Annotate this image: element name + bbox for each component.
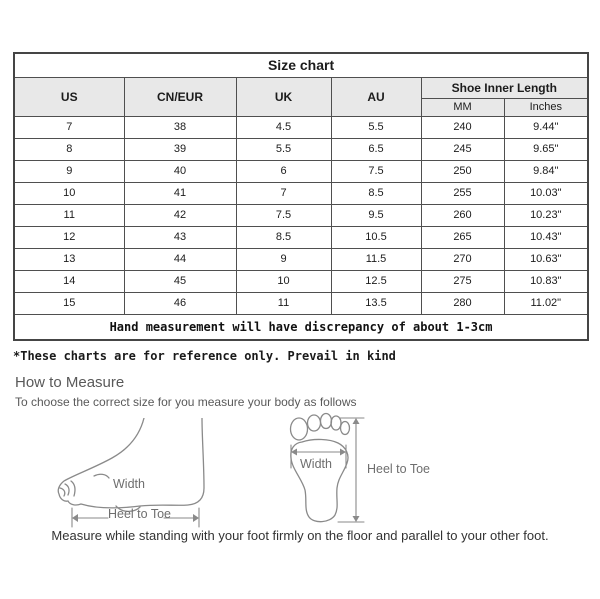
table-cell: 12.5 (330, 269, 422, 293)
table-cell: 13 (13, 247, 125, 271)
table-cell: 10 (235, 269, 332, 293)
footprint-diagram: Width Heel to Toe (282, 410, 457, 532)
table-cell: 9.65" (503, 137, 589, 161)
table-cell: 7 (13, 115, 125, 139)
table-cell: 15 (13, 291, 125, 315)
table-row: 12 43 8.5 10.5 265 10.43" (13, 225, 589, 249)
table-cell: 43 (123, 225, 237, 249)
table-cell: 265 (420, 225, 505, 249)
column-header-uk: UK (235, 76, 332, 117)
table-cell: 14 (13, 269, 125, 293)
table-cell: 5.5 (235, 137, 332, 161)
table-cell: 38 (123, 115, 237, 139)
column-header-us: US (13, 76, 125, 117)
table-cell: 7 (235, 181, 332, 205)
table-cell: 280 (420, 291, 505, 315)
column-header-shoe-inner-length: Shoe Inner Length (420, 76, 589, 99)
table-row: 9 40 6 7.5 250 9.84" (13, 159, 589, 183)
table-cell: 245 (420, 137, 505, 161)
table-cell: 10.43" (503, 225, 589, 249)
table-row: 15 46 11 13.5 280 11.02" (13, 291, 589, 315)
table-row: 14 45 10 12.5 275 10.83" (13, 269, 589, 293)
table-note-row: Hand measurement will have discrepancy o… (13, 313, 589, 341)
table-cell: 8 (13, 137, 125, 161)
column-header-inches: Inches (503, 97, 589, 117)
table-cell: 5.5 (330, 115, 422, 139)
table-cell: 10.5 (330, 225, 422, 249)
table-cell: 11 (235, 291, 332, 315)
table-cell: 6 (235, 159, 332, 183)
table-cell: 13.5 (330, 291, 422, 315)
measurement-note: Hand measurement will have discrepancy o… (13, 313, 589, 341)
size-chart-table: Size chart US CN/EUR UK AU Shoe Inner Le… (13, 52, 590, 341)
table-cell: 6.5 (330, 137, 422, 161)
footprint-heel-to-toe-label: Heel to Toe (367, 462, 431, 476)
table-cell: 4.5 (235, 115, 332, 139)
how-to-measure-subtext: To choose the correct size for you measu… (15, 395, 357, 409)
table-cell: 9.84" (503, 159, 589, 183)
table-title-row: Size chart (13, 52, 589, 78)
table-header-row: US CN/EUR UK AU Shoe Inner Length (13, 76, 589, 117)
column-header-mm: MM (420, 97, 505, 117)
footprint-icon (289, 412, 365, 523)
side-view-width-label: Width (113, 477, 145, 491)
table-cell: 11.02" (503, 291, 589, 315)
foot-side-view-diagram: Width Heel to Toe (56, 418, 231, 530)
footprint-width-label: Width (300, 457, 332, 471)
table-cell: 7.5 (235, 203, 332, 227)
table-cell: 40 (123, 159, 237, 183)
table-cell: 10.83" (503, 269, 589, 293)
table-cell: 270 (420, 247, 505, 271)
table-cell: 7.5 (330, 159, 422, 183)
table-cell: 44 (123, 247, 237, 271)
table-row: 13 44 9 11.5 270 10.63" (13, 247, 589, 271)
table-cell: 255 (420, 181, 505, 205)
table-cell: 260 (420, 203, 505, 227)
table-cell: 275 (420, 269, 505, 293)
table-cell: 9.5 (330, 203, 422, 227)
standing-measure-note: Measure while standing with your foot fi… (51, 528, 549, 543)
table-cell: 250 (420, 159, 505, 183)
table-cell: 10.03" (503, 181, 589, 205)
how-to-measure-heading: How to Measure (15, 374, 125, 391)
size-table-body: 7 38 4.5 5.5 240 9.44" 8 39 5.5 6.5 245 9.65" 9 40 6 7.… (13, 115, 589, 315)
table-row: 10 41 7 8.5 255 10.03" (13, 181, 589, 205)
table-cell: 12 (13, 225, 125, 249)
table-cell: 10.23" (503, 203, 589, 227)
table-row: 7 38 4.5 5.5 240 9.44" (13, 115, 589, 139)
table-cell: 11 (13, 203, 125, 227)
table-subheader-row: MM Inches (14, 97, 589, 117)
column-header-au: AU (330, 76, 422, 117)
side-view-heel-to-toe-label: Heel to Toe (108, 507, 172, 521)
table-cell: 9 (13, 159, 125, 183)
table-cell: 240 (420, 115, 505, 139)
table-cell: 10 (13, 181, 125, 205)
reference-disclaimer: *These charts are for reference only. Pr… (13, 349, 396, 363)
table-cell: 42 (123, 203, 237, 227)
table-row: 11 42 7.5 9.5 260 10.23" (13, 203, 589, 227)
table-cell: 9 (235, 247, 332, 271)
table-cell: 9.44" (503, 115, 589, 139)
table-cell: 39 (123, 137, 237, 161)
table-title: Size chart (13, 52, 589, 78)
foot-side-view-icon (57, 418, 205, 528)
table-cell: 10.63" (503, 247, 589, 271)
table-row: 8 39 5.5 6.5 245 9.65" (13, 137, 589, 161)
table-cell: 46 (123, 291, 237, 315)
table-cell: 11.5 (330, 247, 422, 271)
table-cell: 8.5 (330, 181, 422, 205)
column-header-cneur: CN/EUR (123, 76, 237, 117)
table-cell: 45 (123, 269, 237, 293)
table-cell: 8.5 (235, 225, 332, 249)
table-cell: 41 (123, 181, 237, 205)
